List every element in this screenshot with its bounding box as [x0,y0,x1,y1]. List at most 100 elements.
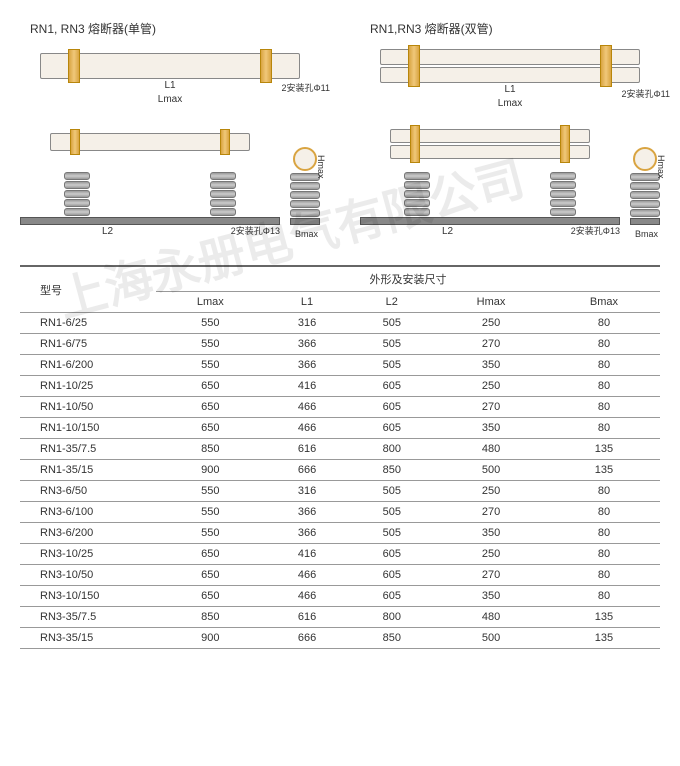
cell-value: 250 [434,313,548,334]
cell-value: 505 [349,523,434,544]
cell-value: 505 [349,355,434,376]
cell-value: 605 [349,397,434,418]
cell-value: 505 [349,481,434,502]
cell-value: 135 [548,607,660,628]
cell-model: RN1-35/15 [20,460,156,481]
cell-value: 350 [434,418,548,439]
cell-value: 350 [434,586,548,607]
hole-annotation-13: 2安装孔Φ13 [231,224,280,237]
diagram-title-left: RN1, RN3 熔断器(单管) [20,20,320,37]
cell-model: RN1-6/75 [20,334,156,355]
cell-value: 270 [434,502,548,523]
cell-value: 466 [265,586,350,607]
cell-model: RN1-10/25 [20,376,156,397]
cell-value: 650 [156,418,265,439]
cell-value: 550 [156,355,265,376]
cell-value: 900 [156,460,265,481]
cell-value: 80 [548,334,660,355]
th-model: 型号 [20,266,156,313]
cell-model: RN3-6/50 [20,481,156,502]
th-hmax: Hmax [434,292,548,313]
diagram-double-tube: RN1,RN3 熔断器(双管) L1 Lmax 2安装孔Φ11 L2 2安装孔Φ… [360,20,660,235]
cell-value: 616 [265,439,350,460]
cell-value: 80 [548,355,660,376]
th-bmax: Bmax [548,292,660,313]
cell-value: 605 [349,586,434,607]
cell-value: 80 [548,523,660,544]
dim-l1-r: L1 [502,84,517,95]
dim-hmax: Hmax [316,155,326,179]
table-row: RN3-35/7.5850616800480135 [20,607,660,628]
cell-value: 650 [156,397,265,418]
cell-value: 316 [265,481,350,502]
cell-value: 270 [434,334,548,355]
cell-value: 650 [156,586,265,607]
diagram-single-tube: RN1, RN3 熔断器(单管) L1 Lmax 2安装孔Φ11 L2 2安装孔… [20,20,320,235]
dim-l2: L2 [100,226,115,237]
table-row: RN1-35/15900666850500135 [20,460,660,481]
table-row: RN3-35/15900666850500135 [20,628,660,649]
dim-lmax-r: Lmax [496,98,524,109]
cell-value: 135 [548,460,660,481]
dimensions-table: 型号 外形及安装尺寸 LmaxL1L2HmaxBmax RN1-6/255503… [20,265,660,649]
cell-value: 850 [156,607,265,628]
cell-value: 666 [265,460,350,481]
cell-model: RN3-35/15 [20,628,156,649]
table-row: RN1-10/15065046660535080 [20,418,660,439]
diagram-title-right: RN1,RN3 熔断器(双管) [360,20,660,37]
cell-value: 605 [349,376,434,397]
cell-value: 505 [349,334,434,355]
cell-model: RN3-10/50 [20,565,156,586]
cell-value: 80 [548,313,660,334]
cell-value: 80 [548,586,660,607]
cell-value: 466 [265,418,350,439]
cell-model: RN3-6/100 [20,502,156,523]
table-row: RN3-10/2565041660525080 [20,544,660,565]
cell-model: RN1-10/150 [20,418,156,439]
cell-value: 550 [156,481,265,502]
cell-value: 366 [265,355,350,376]
table-row: RN1-6/20055036650535080 [20,355,660,376]
fuse-top-view: L1 Lmax 2安装孔Φ11 [20,45,320,105]
cell-value: 250 [434,544,548,565]
cell-value: 550 [156,334,265,355]
cell-value: 80 [548,544,660,565]
cell-value: 500 [434,460,548,481]
table-row: RN3-6/20055036650535080 [20,523,660,544]
cell-value: 500 [434,628,548,649]
th-group: 外形及安装尺寸 [156,266,660,292]
hole-annotation-11: 2安装孔Φ11 [281,81,330,94]
cell-value: 480 [434,439,548,460]
table-row: RN3-6/10055036650527080 [20,502,660,523]
cell-value: 135 [548,439,660,460]
table-row: RN1-10/2565041660525080 [20,376,660,397]
cell-value: 605 [349,418,434,439]
cell-model: RN1-6/25 [20,313,156,334]
cell-value: 416 [265,544,350,565]
cell-value: 800 [349,607,434,628]
cell-model: RN1-6/200 [20,355,156,376]
table-row: RN1-6/2555031650525080 [20,313,660,334]
table-row: RN3-10/5065046660527080 [20,565,660,586]
cell-value: 250 [434,376,548,397]
cell-model: RN3-10/25 [20,544,156,565]
cell-model: RN1-35/7.5 [20,439,156,460]
cell-value: 80 [548,376,660,397]
cell-value: 80 [548,565,660,586]
cell-value: 466 [265,565,350,586]
fuse-top-view-double: L1 Lmax 2安装孔Φ11 [360,45,660,105]
table-row: RN1-10/5065046660527080 [20,397,660,418]
cell-value: 466 [265,397,350,418]
diagram-section: RN1, RN3 熔断器(单管) L1 Lmax 2安装孔Φ11 L2 2安装孔… [20,20,660,235]
cell-model: RN3-10/150 [20,586,156,607]
cell-value: 316 [265,313,350,334]
cell-value: 80 [548,502,660,523]
dim-bmax-r: Bmax [635,229,658,239]
table-row: RN3-10/15065046660535080 [20,586,660,607]
dim-lmax: Lmax [156,94,184,105]
cell-value: 800 [349,439,434,460]
th-l1: L1 [265,292,350,313]
cell-value: 605 [349,565,434,586]
fuse-side-assembly-double: L2 2安装孔Φ13 Hmax Bmax [360,125,660,235]
cell-value: 505 [349,313,434,334]
